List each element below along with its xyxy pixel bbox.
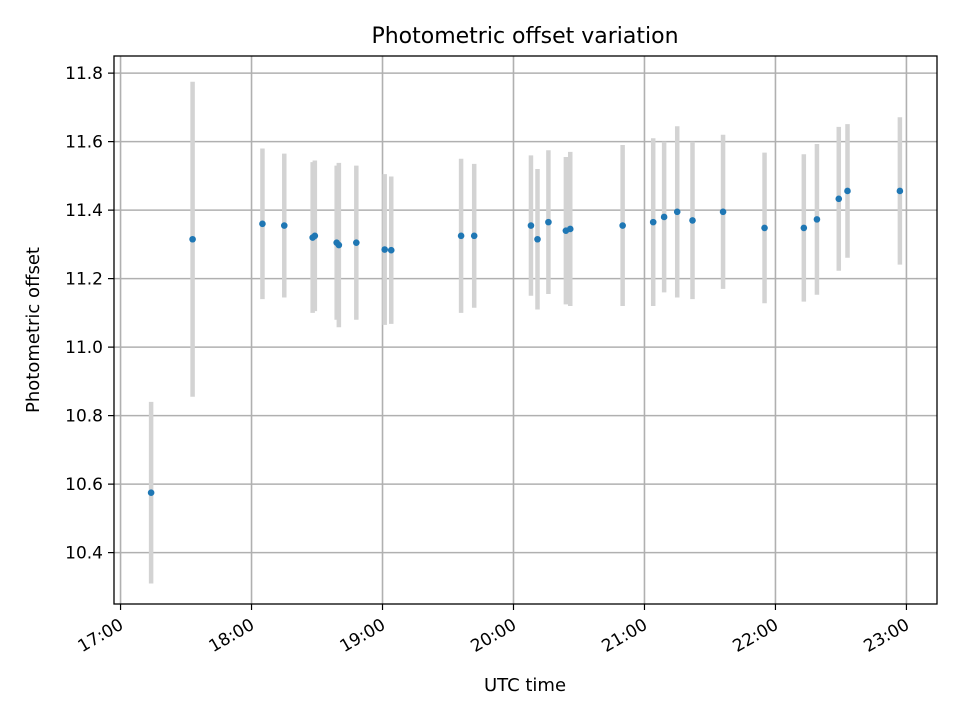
data-point	[527, 222, 535, 229]
data-point	[534, 235, 541, 243]
y-tick-label: 10.6	[65, 475, 103, 495]
data-point	[545, 218, 552, 226]
data-point	[335, 241, 343, 249]
data-point	[660, 213, 668, 221]
plot-frame	[113, 55, 938, 605]
y-tick-label: 11.6	[65, 133, 103, 153]
data-point	[280, 222, 288, 229]
data-point	[813, 216, 821, 223]
y-axis-label: Photometric offset	[23, 247, 44, 413]
data-point	[649, 218, 657, 226]
chart-title: Photometric offset variation	[371, 24, 678, 49]
data-point	[719, 208, 727, 216]
y-tick-label: 10.8	[65, 407, 103, 427]
y-tick-label: 11.8	[65, 64, 103, 84]
data-points	[147, 187, 904, 496]
x-axis-label: UTC time	[484, 675, 566, 696]
data-point	[470, 232, 478, 240]
data-point	[835, 195, 843, 203]
data-point	[689, 217, 696, 224]
data-point	[189, 235, 196, 243]
data-point	[353, 239, 360, 246]
data-point	[800, 224, 808, 232]
y-tick-label: 11.4	[65, 201, 103, 221]
data-point	[761, 224, 768, 232]
data-point	[147, 489, 155, 496]
y-axis-ticks: 10.4 10.6 10.8 11.0 11.2 11.4 11.6 11.8	[65, 64, 114, 564]
data-point	[673, 208, 681, 216]
y-tick-label: 10.4	[65, 544, 103, 564]
data-point	[457, 232, 465, 240]
grid	[114, 56, 937, 604]
data-point	[311, 232, 319, 240]
y-tick-label: 11.0	[65, 338, 103, 358]
data-point	[381, 246, 388, 253]
data-point	[844, 187, 851, 195]
data-point	[259, 220, 266, 228]
data-point	[619, 222, 626, 229]
data-point	[387, 246, 395, 254]
data-point	[566, 225, 574, 233]
y-tick-label: 11.2	[65, 270, 103, 290]
data-point	[896, 187, 904, 195]
